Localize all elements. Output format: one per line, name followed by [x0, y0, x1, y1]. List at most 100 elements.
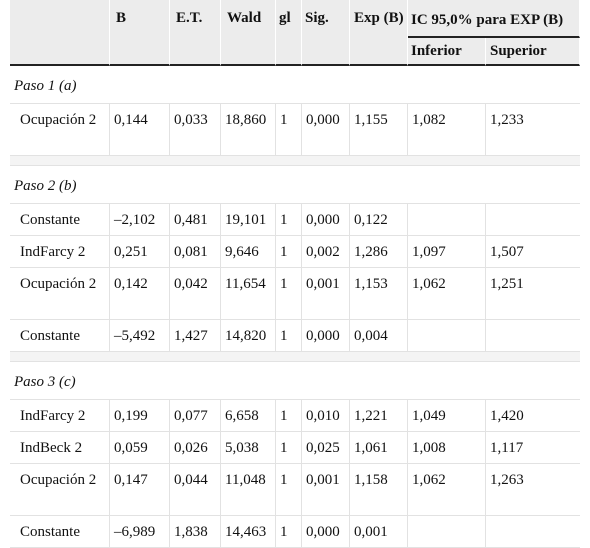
cell-b: –6,989 — [110, 516, 170, 548]
cell-et: 0,081 — [170, 236, 221, 268]
cell-gl: 1 — [276, 104, 302, 156]
cell-inf: 1,008 — [408, 432, 486, 464]
table-body: Paso 1 (a) Ocupación 2 0,144 0,033 18,860 1 0,… — [10, 66, 580, 548]
cell-inf: 1,062 — [408, 268, 486, 320]
cell-et: 0,044 — [170, 464, 221, 516]
cell-b: 0,199 — [110, 400, 170, 432]
cell-sup: 1,251 — [486, 268, 580, 320]
row-label: IndFarcy 2 — [10, 400, 110, 432]
cell-sup — [486, 516, 580, 548]
cell-gl: 1 — [276, 236, 302, 268]
cell-sup: 1,263 — [486, 464, 580, 516]
cell-gl: 1 — [276, 268, 302, 320]
header-superior: Superior — [486, 38, 580, 66]
cell-sig: 0,001 — [302, 268, 350, 320]
cell-gl: 1 — [276, 432, 302, 464]
cell-sup: 1,507 — [486, 236, 580, 268]
gap-cell — [10, 352, 580, 362]
cell-gl: 1 — [276, 400, 302, 432]
row-label: Constante — [10, 204, 110, 236]
cell-wald: 19,101 — [221, 204, 276, 236]
cell-expb: 0,004 — [350, 320, 408, 352]
row-label: Ocupación 2 — [10, 464, 110, 516]
cell-expb: 0,001 — [350, 516, 408, 548]
cell-expb: 1,153 — [350, 268, 408, 320]
section-row: Paso 2 (b) — [10, 166, 580, 204]
gap-cell — [10, 156, 580, 166]
header-expb: Exp (B) — [350, 0, 408, 66]
cell-sup: 1,233 — [486, 104, 580, 156]
cell-b: 0,251 — [110, 236, 170, 268]
table-row: IndBeck 2 0,059 0,026 5,038 1 0,025 1,061 1,008… — [10, 432, 580, 464]
table-row: Constante –2,102 0,481 19,101 1 0,000 0,122 — [10, 204, 580, 236]
section-row: Paso 3 (c) — [10, 362, 580, 400]
cell-wald: 5,038 — [221, 432, 276, 464]
cell-sup — [486, 320, 580, 352]
table-row: Ocupación 2 0,147 0,044 11,048 1 0,001 1,158 1,… — [10, 464, 580, 516]
cell-b: 0,142 — [110, 268, 170, 320]
cell-et: 0,481 — [170, 204, 221, 236]
cell-inf: 1,097 — [408, 236, 486, 268]
row-label: IndBeck 2 — [10, 432, 110, 464]
cell-inf — [408, 516, 486, 548]
cell-et: 0,077 — [170, 400, 221, 432]
cell-expb: 1,286 — [350, 236, 408, 268]
section-label: Paso 3 (c) — [10, 362, 580, 400]
table-row: Ocupación 2 0,144 0,033 18,860 1 0,000 1,155 1,… — [10, 104, 580, 156]
cell-wald: 11,048 — [221, 464, 276, 516]
row-label: Ocupación 2 — [10, 104, 110, 156]
cell-sup — [486, 204, 580, 236]
header-gl: gl — [276, 0, 302, 66]
cell-wald: 14,820 — [221, 320, 276, 352]
cell-sig: 0,000 — [302, 320, 350, 352]
cell-sig: 0,000 — [302, 204, 350, 236]
row-label: IndFarcy 2 — [10, 236, 110, 268]
row-label: Constante — [10, 516, 110, 548]
table-row: IndFarcy 2 0,251 0,081 9,646 1 0,002 1,286 1,09… — [10, 236, 580, 268]
cell-et: 0,026 — [170, 432, 221, 464]
cell-gl: 1 — [276, 464, 302, 516]
header-et: E.T. — [170, 0, 221, 66]
cell-inf: 1,082 — [408, 104, 486, 156]
cell-b: –2,102 — [110, 204, 170, 236]
cell-expb: 0,122 — [350, 204, 408, 236]
table-row: Constante –6,989 1,838 14,463 1 0,000 0,001 — [10, 516, 580, 548]
header-ic: IC 95,0% para EXP (B) — [408, 0, 580, 38]
cell-sig: 0,010 — [302, 400, 350, 432]
table-container: B E.T. Wald gl Sig. Exp (B) IC 95,0% par… — [10, 0, 580, 548]
cell-gl: 1 — [276, 516, 302, 548]
cell-sig: 0,000 — [302, 516, 350, 548]
table-row: IndFarcy 2 0,199 0,077 6,658 1 0,010 1,221 1,04… — [10, 400, 580, 432]
cell-wald: 9,646 — [221, 236, 276, 268]
cell-et: 1,838 — [170, 516, 221, 548]
cell-wald: 18,860 — [221, 104, 276, 156]
cell-et: 0,033 — [170, 104, 221, 156]
cell-b: –5,492 — [110, 320, 170, 352]
cell-expb: 1,158 — [350, 464, 408, 516]
table-row: Constante –5,492 1,427 14,820 1 0,000 0,004 — [10, 320, 580, 352]
table-row: Ocupación 2 0,142 0,042 11,654 1 0,001 1,153 1,… — [10, 268, 580, 320]
cell-sup: 1,117 — [486, 432, 580, 464]
header-inferior: Inferior — [408, 38, 486, 66]
section-gap — [10, 352, 580, 362]
cell-gl: 1 — [276, 204, 302, 236]
section-label: Paso 2 (b) — [10, 166, 580, 204]
cell-expb: 1,061 — [350, 432, 408, 464]
cell-inf: 1,062 — [408, 464, 486, 516]
cell-sup: 1,420 — [486, 400, 580, 432]
section-label: Paso 1 (a) — [10, 66, 580, 104]
header-wald: Wald — [221, 0, 276, 66]
cell-expb: 1,221 — [350, 400, 408, 432]
cell-sig: 0,002 — [302, 236, 350, 268]
cell-b: 0,144 — [110, 104, 170, 156]
table-header: B E.T. Wald gl Sig. Exp (B) IC 95,0% par… — [10, 0, 580, 66]
cell-et: 1,427 — [170, 320, 221, 352]
cell-expb: 1,155 — [350, 104, 408, 156]
cell-b: 0,059 — [110, 432, 170, 464]
cell-gl: 1 — [276, 320, 302, 352]
header-blank — [10, 0, 110, 66]
header-sig: Sig. — [302, 0, 350, 66]
section-row: Paso 1 (a) — [10, 66, 580, 104]
cell-b: 0,147 — [110, 464, 170, 516]
cell-inf — [408, 204, 486, 236]
